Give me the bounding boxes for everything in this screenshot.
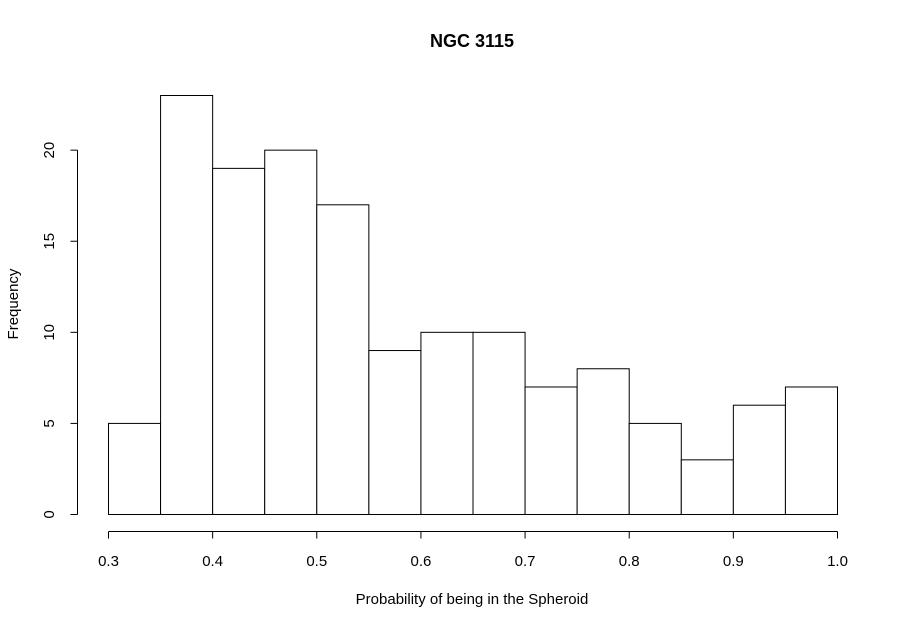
y-tick-label: 10 xyxy=(41,324,58,341)
histogram-bar xyxy=(108,422,162,516)
histogram-bar xyxy=(420,331,474,515)
histogram-bar xyxy=(160,95,214,515)
histogram-bar xyxy=(680,459,734,516)
x-tick-label: 1.0 xyxy=(827,553,848,570)
histogram-bar xyxy=(628,422,682,516)
bars-group xyxy=(108,95,839,516)
histogram-bar xyxy=(264,149,318,516)
histogram-bar xyxy=(524,386,578,516)
histogram-bar xyxy=(368,350,422,516)
y-axis: 0 5 10 15 20 xyxy=(41,142,78,519)
x-tick-label: 0.3 xyxy=(98,553,119,570)
chart-title: NGC 3115 xyxy=(430,31,514,51)
histogram-bar xyxy=(784,386,839,516)
x-tick-label: 0.8 xyxy=(619,553,640,570)
histogram-bar xyxy=(732,404,786,515)
y-axis-label: Frequency xyxy=(5,268,22,339)
x-tick-label: 0.9 xyxy=(723,553,744,570)
x-tick-label: 0.4 xyxy=(202,553,223,570)
histogram-bar xyxy=(212,167,266,515)
x-axis-label: Probability of being in the Spheroid xyxy=(356,591,589,608)
y-tick-label: 5 xyxy=(41,419,58,427)
y-tick-label: 15 xyxy=(41,233,58,250)
histogram-bar xyxy=(576,368,630,515)
x-tick-label: 0.7 xyxy=(515,553,536,570)
y-tick-label: 0 xyxy=(41,510,58,518)
x-tick-label: 0.6 xyxy=(410,553,431,570)
histogram-bar xyxy=(316,204,370,515)
x-axis: 0.3 0.4 0.5 0.6 0.7 0.8 0.9 1.0 xyxy=(98,531,848,570)
x-tick-label: 0.5 xyxy=(306,553,327,570)
histogram-bar xyxy=(472,331,526,515)
y-tick-label: 20 xyxy=(41,142,58,159)
